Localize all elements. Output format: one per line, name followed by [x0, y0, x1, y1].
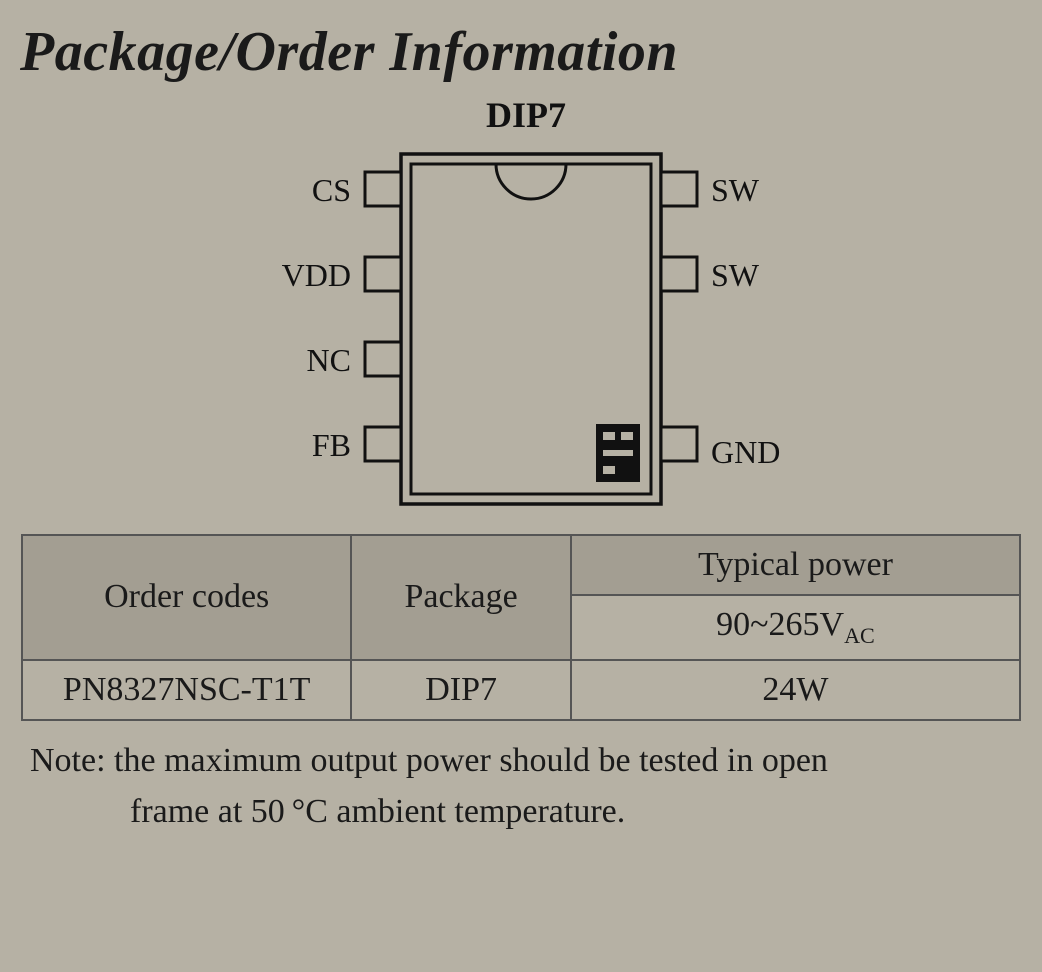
section-title: Package/Order Information	[20, 20, 1022, 84]
note-prefix: Note:	[30, 742, 114, 779]
pin-label-fb: FB	[312, 427, 351, 464]
package-diagram-container: DIP7	[20, 94, 1022, 524]
package-diagram: DIP7	[201, 94, 841, 524]
note-text: Note: the maximum output power should be…	[30, 735, 1012, 837]
th-order-codes: Order codes	[22, 535, 351, 660]
chip-notch	[496, 164, 566, 199]
table-row: PN8327NSC-T1T DIP7 24W	[22, 660, 1020, 720]
pin-label-nc: NC	[307, 342, 351, 379]
td-order-code: PN8327NSC-T1T	[22, 660, 351, 720]
pin-label-sw1: SW	[711, 172, 759, 209]
pin-box-left-1	[365, 172, 401, 206]
pin-label-sw2: SW	[711, 257, 759, 294]
voltage-text: 90~265V	[716, 606, 844, 643]
chip-logo	[596, 424, 640, 482]
pin-label-cs: CS	[312, 172, 351, 209]
pin-label-gnd: GND	[711, 434, 780, 471]
order-table: Order codes Package Typical power 90~265…	[21, 534, 1021, 721]
voltage-sub: AC	[844, 623, 875, 648]
td-voltage-range: 90~265VAC	[571, 595, 1020, 660]
th-package: Package	[351, 535, 571, 660]
pin-box-right-1	[661, 172, 697, 206]
pin-box-right-4	[661, 427, 697, 461]
pin-label-vdd: VDD	[282, 257, 351, 294]
table-header-row: Order codes Package Typical power	[22, 535, 1020, 595]
pin-box-left-4	[365, 427, 401, 461]
note-line2: frame at 50 °C ambient temperature.	[30, 786, 1012, 837]
th-typical-power: Typical power	[571, 535, 1020, 595]
pin-box-right-2	[661, 257, 697, 291]
note-line1: the maximum output power should be teste…	[114, 742, 828, 779]
td-power: 24W	[571, 660, 1020, 720]
pin-box-left-2	[365, 257, 401, 291]
pin-box-left-3	[365, 342, 401, 376]
td-package: DIP7	[351, 660, 571, 720]
